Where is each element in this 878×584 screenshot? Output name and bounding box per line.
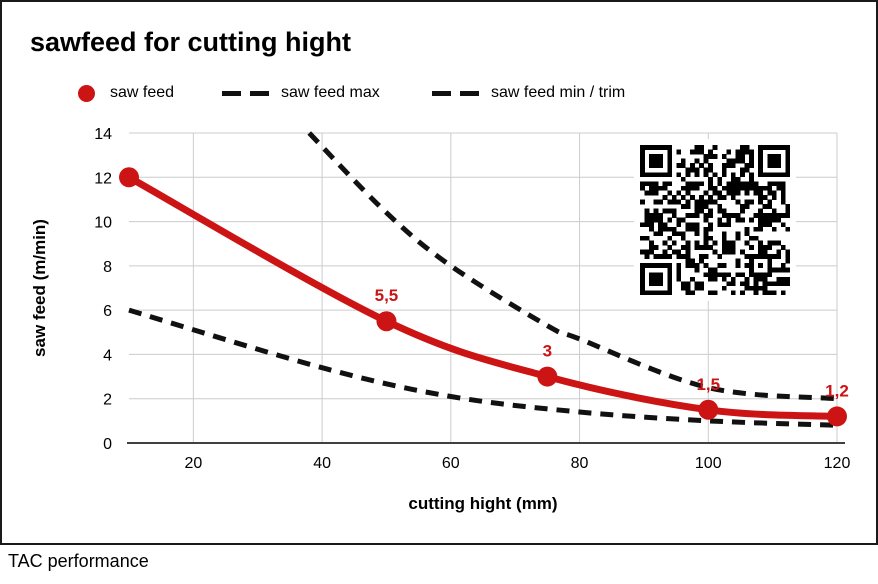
legend-item-saw-feed-max: saw feed max [222, 84, 380, 102]
legend-item-saw-feed: saw feed [78, 84, 174, 102]
svg-text:0: 0 [103, 436, 112, 453]
svg-text:6: 6 [103, 303, 112, 320]
legend-label: saw feed min / trim [491, 84, 626, 101]
svg-text:5,5: 5,5 [375, 286, 399, 305]
qr-code-svg [640, 145, 790, 295]
svg-text:cutting hight (mm): cutting hight (mm) [408, 494, 557, 513]
svg-text:40: 40 [313, 455, 331, 472]
svg-text:20: 20 [184, 455, 202, 472]
svg-text:12: 12 [94, 170, 112, 187]
chart-canvas: 0 2 4 6 8 10 12 14 20 40 60 80 100 120 cutting hight (… [30, 126, 851, 513]
svg-text:1,5: 1,5 [696, 375, 720, 394]
svg-text:100: 100 [695, 455, 722, 472]
dash-marker-icon [432, 90, 451, 96]
svg-text:80: 80 [571, 455, 589, 472]
svg-text:60: 60 [442, 455, 460, 472]
svg-text:3: 3 [543, 342, 552, 361]
svg-text:4: 4 [103, 347, 112, 364]
dash-marker-icon [250, 90, 269, 96]
svg-text:120: 120 [824, 455, 851, 472]
svg-text:2: 2 [103, 392, 112, 409]
svg-text:14: 14 [94, 126, 112, 143]
svg-text:10: 10 [94, 215, 112, 232]
dot-marker-icon [78, 84, 95, 102]
svg-text:8: 8 [103, 259, 112, 276]
svg-text:saw feed (m/min): saw feed (m/min) [30, 219, 49, 357]
dash-marker-icon [460, 90, 479, 96]
chart-title: sawfeed for cutting hight [30, 27, 351, 57]
legend-label: saw feed [110, 84, 175, 101]
dash-marker-icon [222, 90, 241, 96]
legend-label: saw feed max [281, 84, 380, 101]
legend-item-saw-feed-min-trim: saw feed min / trim [432, 84, 625, 102]
svg-text:1,2: 1,2 [825, 381, 849, 400]
footer-caption: TAC performance [8, 551, 149, 571]
qr-code [634, 139, 796, 301]
